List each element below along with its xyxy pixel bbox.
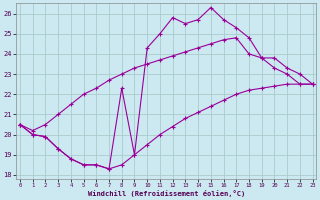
- X-axis label: Windchill (Refroidissement éolien,°C): Windchill (Refroidissement éolien,°C): [88, 190, 245, 197]
